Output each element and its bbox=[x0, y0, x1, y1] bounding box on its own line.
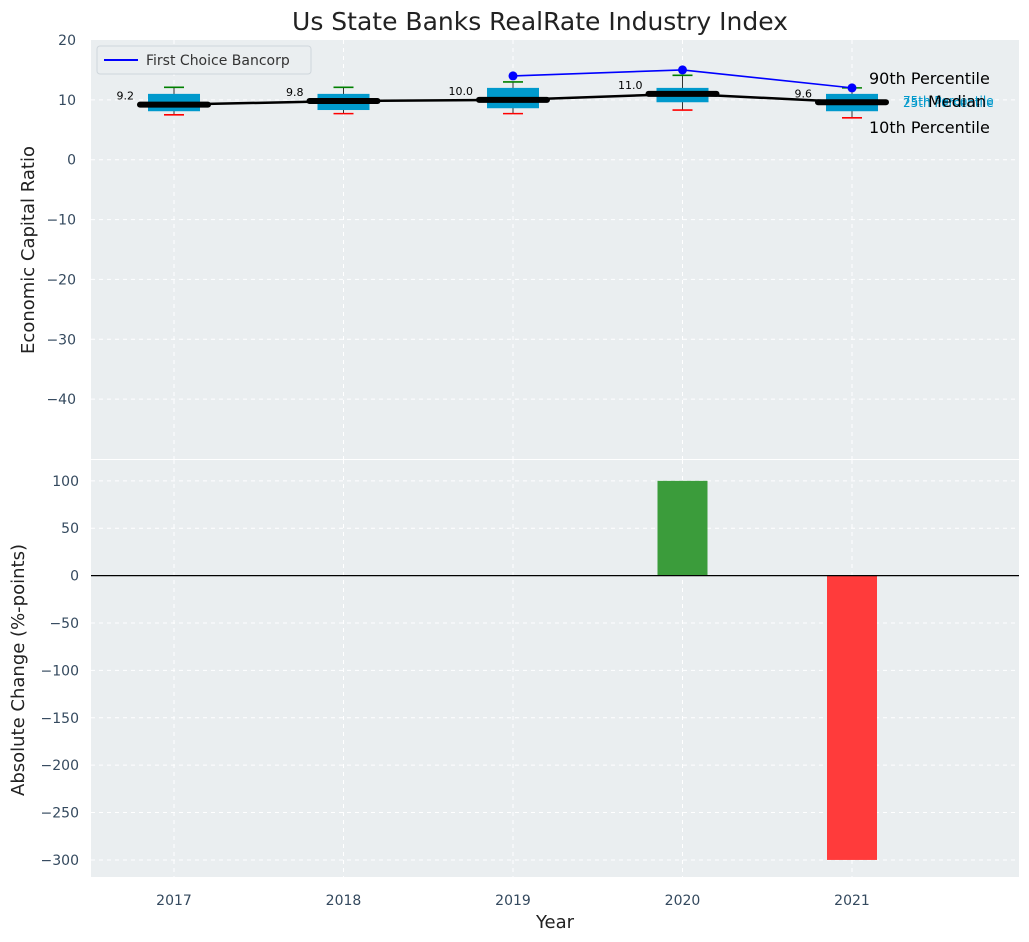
bottom-y-tick-label: 0 bbox=[70, 569, 79, 585]
x-ticks: 2017 2018 2019 2020 2021 bbox=[156, 893, 870, 909]
x-tick-label: 2021 bbox=[834, 893, 870, 909]
bottom-bars bbox=[657, 480, 877, 860]
company-series-point bbox=[508, 71, 518, 81]
annotation-p75: 75th Percentile bbox=[903, 94, 994, 108]
chart-title: Us State Banks RealRate Industry Index bbox=[292, 7, 788, 36]
top-y-tick-label: 20 bbox=[58, 33, 76, 49]
top-y-ticks: 20 10 0 −10 −20 −30 −40 bbox=[46, 33, 76, 408]
legend: First Choice Bancorp bbox=[96, 45, 312, 75]
company-series-point bbox=[847, 83, 857, 93]
bottom-y-tick-label: −100 bbox=[41, 663, 79, 679]
x-tick-label: 2018 bbox=[326, 893, 362, 909]
annotation-p25: 25th Percentile bbox=[903, 96, 994, 110]
top-y-tick-label: −40 bbox=[46, 392, 76, 408]
legend-series-label: First Choice Bancorp bbox=[146, 53, 290, 69]
x-tick-label: 2019 bbox=[495, 893, 531, 909]
x-axis-label: Year bbox=[535, 912, 575, 933]
x-tick-label: 2020 bbox=[665, 893, 701, 909]
bottom-plot-area bbox=[91, 460, 1019, 877]
legend-frame bbox=[96, 45, 312, 75]
median-value-label: 9.2 bbox=[117, 90, 135, 103]
bottom-y-tick-label: 100 bbox=[52, 474, 79, 490]
change-bar bbox=[657, 480, 708, 576]
median-value-label: 9.6 bbox=[795, 87, 813, 100]
annotation-p10: 10th Percentile bbox=[869, 118, 990, 137]
company-series-point bbox=[678, 65, 687, 75]
top-y-tick-label: 10 bbox=[58, 93, 76, 109]
bottom-y-tick-label: −50 bbox=[49, 616, 79, 632]
top-y-tick-label: 0 bbox=[67, 153, 76, 169]
median-value-label: 11.0 bbox=[618, 79, 643, 92]
bottom-y-tick-label: −200 bbox=[41, 758, 79, 774]
bottom-y-tick-label: 50 bbox=[61, 521, 79, 537]
bottom-y-tick-label: −250 bbox=[41, 806, 79, 822]
change-bar bbox=[827, 575, 877, 860]
top-y-tick-label: −10 bbox=[46, 213, 76, 229]
median-labels: 9.2 9.8 10.0 11.0 9.6 bbox=[117, 79, 813, 103]
top-y-axis-label: Economic Capital Ratio bbox=[18, 146, 39, 354]
median-value-label: 9.8 bbox=[286, 86, 304, 99]
company-series bbox=[508, 65, 857, 93]
bottom-y-axis-label: Absolute Change (%-points) bbox=[8, 544, 29, 796]
top-y-tick-label: −30 bbox=[46, 332, 76, 348]
top-grid bbox=[91, 40, 1019, 459]
annotation-median: Median bbox=[928, 92, 986, 111]
top-y-tick-label: −20 bbox=[46, 272, 76, 288]
median-value-label: 10.0 bbox=[449, 85, 474, 98]
annotation-p90: 90th Percentile bbox=[869, 69, 990, 88]
top-boxes bbox=[137, 74, 889, 119]
bottom-grid bbox=[91, 460, 1019, 877]
x-tick-label: 2017 bbox=[156, 893, 192, 909]
median-trend-line bbox=[173, 92, 853, 106]
bottom-y-ticks: 100 50 0 −50 −100 −150 −200 −250 −300 bbox=[41, 474, 79, 869]
bottom-y-tick-label: −300 bbox=[41, 853, 79, 869]
bottom-y-tick-label: −150 bbox=[41, 711, 79, 727]
